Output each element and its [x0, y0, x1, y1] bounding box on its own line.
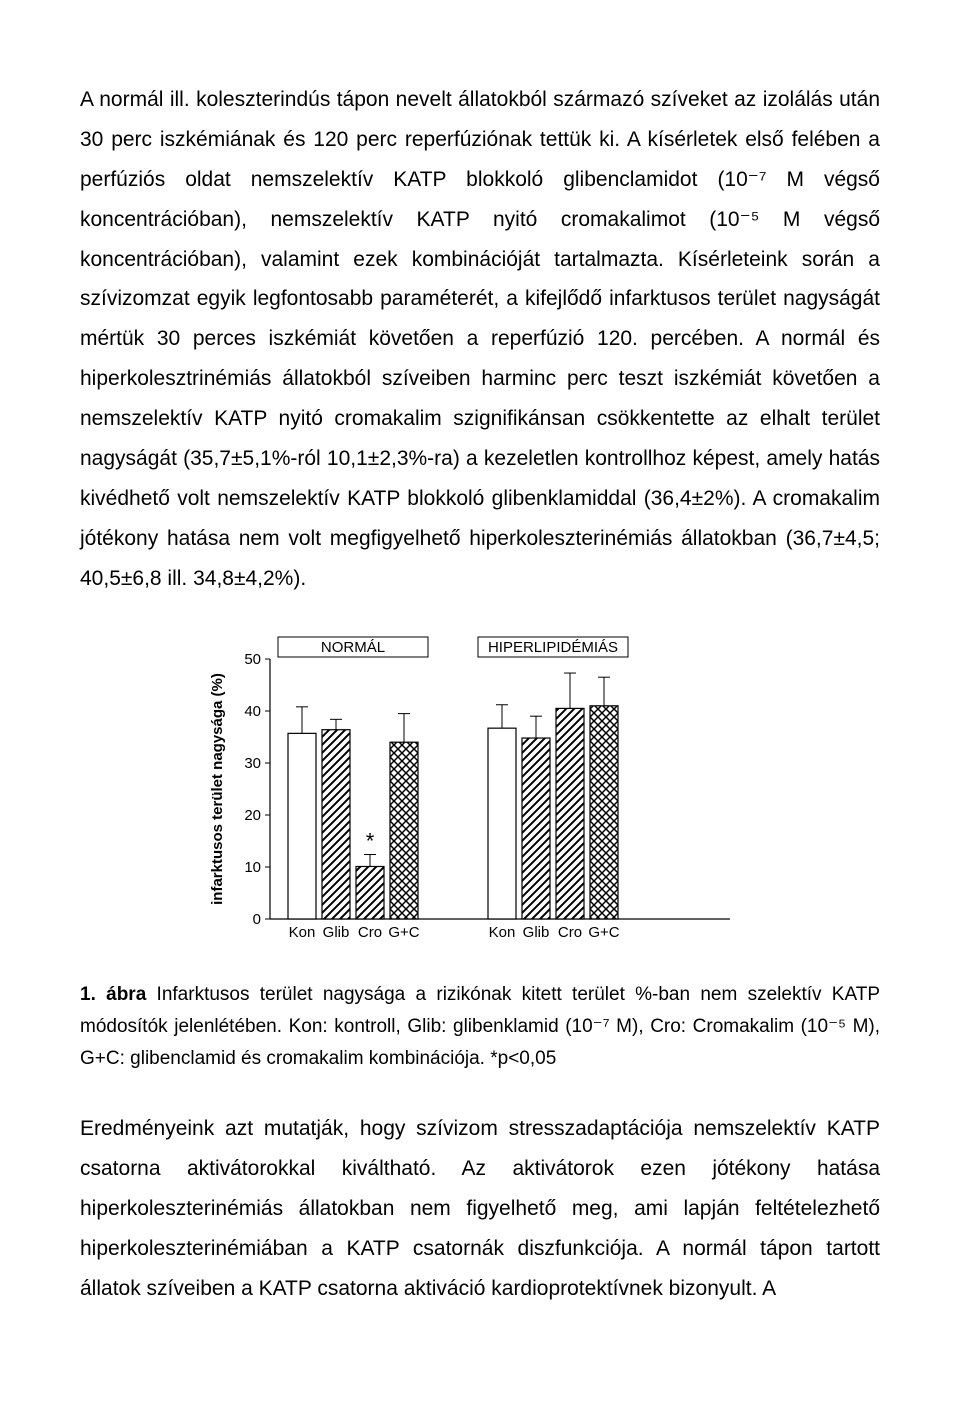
- svg-text:Glib: Glib: [523, 924, 550, 941]
- svg-text:Kon: Kon: [289, 924, 316, 941]
- paragraph-1: A normál ill. koleszterindús tápon nevel…: [80, 80, 880, 599]
- svg-text:30: 30: [244, 755, 261, 772]
- svg-text:*: *: [366, 828, 375, 853]
- figure-caption: 1. ábra Infarktusos terület nagysága a r…: [80, 979, 880, 1076]
- svg-text:20: 20: [244, 807, 261, 824]
- paragraph-2: Eredményeink azt mutatják, hogy szívizom…: [80, 1109, 880, 1308]
- svg-text:10: 10: [244, 859, 261, 876]
- svg-text:Cro: Cro: [558, 924, 582, 941]
- chart-container: 0 10 20 30 40 50 infarktusos terület nagysága …: [80, 629, 880, 969]
- figure-number: 1. ábra: [80, 984, 146, 1005]
- svg-text:infarktusos terület nagysága (: infarktusos terület nagysága (%): [209, 673, 226, 905]
- svg-text:0: 0: [253, 911, 261, 928]
- svg-text:Kon: Kon: [489, 924, 516, 941]
- svg-text:40: 40: [244, 703, 261, 720]
- figure-text: Infarktusos terület nagysága a rizikónak…: [80, 984, 880, 1070]
- svg-text:HIPERLIPIDÉMIÁS: HIPERLIPIDÉMIÁS: [488, 639, 618, 656]
- svg-text:G+C: G+C: [588, 924, 619, 941]
- svg-text:Glib: Glib: [323, 924, 350, 941]
- svg-text:50: 50: [244, 651, 261, 668]
- bar-chart: 0 10 20 30 40 50 infarktusos terület nagysága …: [190, 629, 770, 969]
- svg-text:Cro: Cro: [358, 924, 382, 941]
- svg-text:G+C: G+C: [388, 924, 419, 941]
- svg-text:NORMÁL: NORMÁL: [321, 639, 385, 656]
